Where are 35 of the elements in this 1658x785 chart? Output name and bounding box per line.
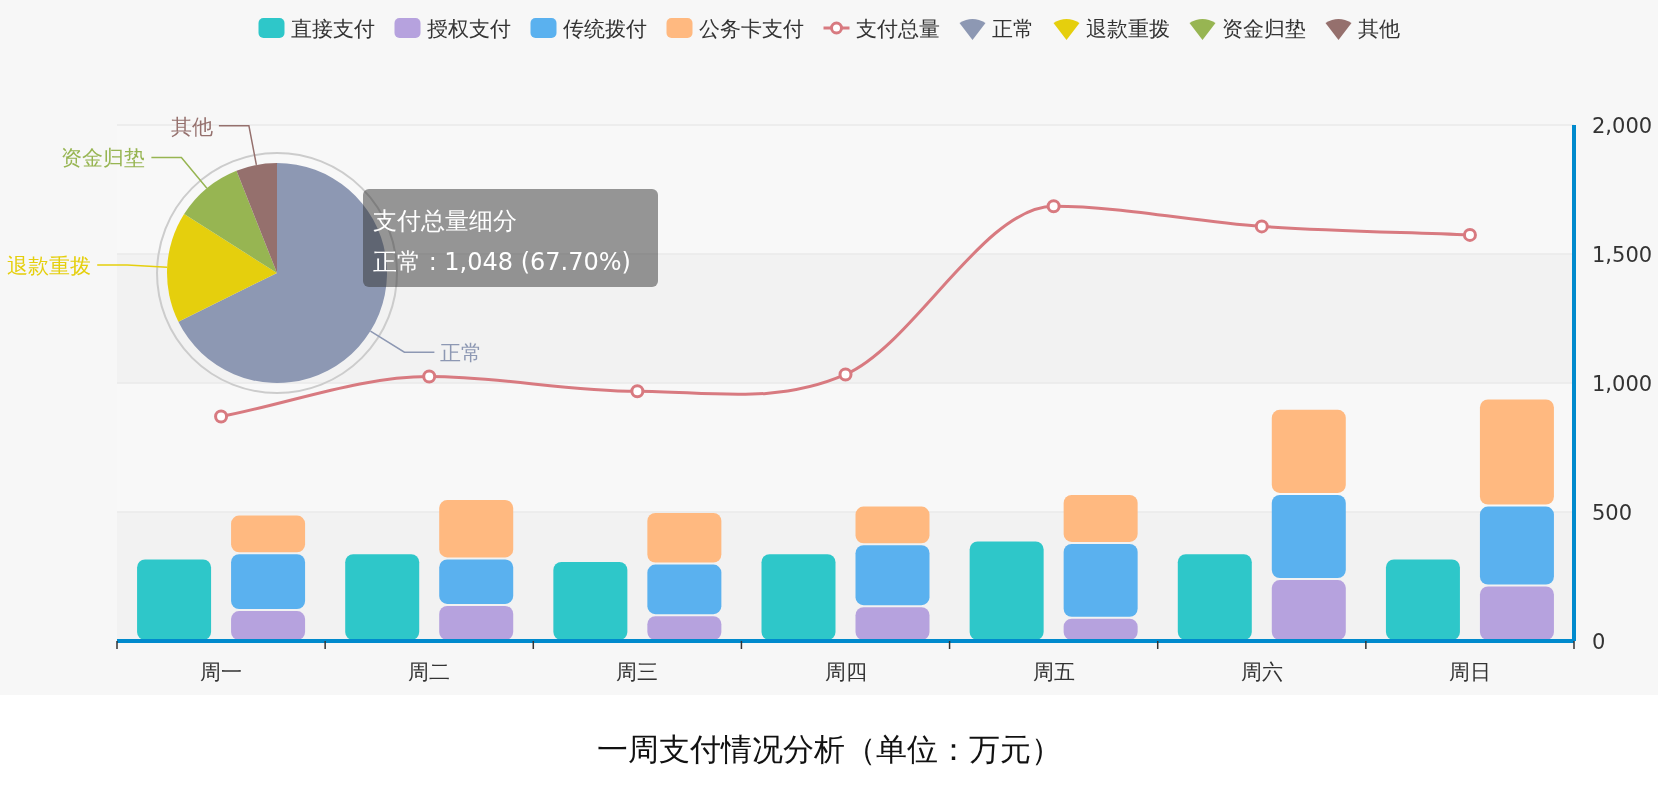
legend-label: 授权支付 [426,17,511,41]
legend-label: 公务卡支付 [698,17,804,41]
point [1254,219,1269,234]
x-tick-label: 周一 [200,660,243,684]
x-tick-label: 周日 [1448,660,1491,684]
y-tick-label: 500 [1592,501,1633,525]
point [422,369,437,384]
y-tick-label: 1,000 [1592,372,1653,396]
annotation: 支付总量细分 [373,207,517,235]
legend-label: 正常 [991,17,1034,41]
x-tick-label: 周六 [1240,660,1283,684]
slice-label: 其他 [170,114,213,139]
annotation: 正常 : 1,048 (67.70%) [373,248,631,276]
point [1046,199,1061,214]
legend-label: 其他 [1357,17,1400,41]
x-tick-label: 周五 [1032,660,1075,684]
point [1462,227,1477,242]
legend-label: 直接支付 [290,17,375,41]
legend-label: 传统拨付 [562,17,647,41]
slice-label: 正常 [440,341,483,366]
legend-label: 退款重拨 [1085,17,1170,41]
x-tick-label: 周二 [408,660,451,684]
legend-label: 资金归垫 [1221,17,1306,41]
point [630,384,645,399]
x-tick-label: 周四 [824,660,867,684]
text: 一周支付情况分析（单位：万元） [596,731,1062,767]
y-tick-label: 0 [1592,630,1606,654]
y-tick-label: 1,500 [1592,243,1653,267]
point [214,409,229,424]
point [838,367,853,382]
legend-label: 支付总量 [855,17,940,41]
slice-label: 退款重拨 [7,253,92,278]
x-tick-label: 周三 [616,660,659,684]
slice-label: 资金归垫 [61,146,146,171]
y-tick-label: 2,000 [1592,114,1653,138]
